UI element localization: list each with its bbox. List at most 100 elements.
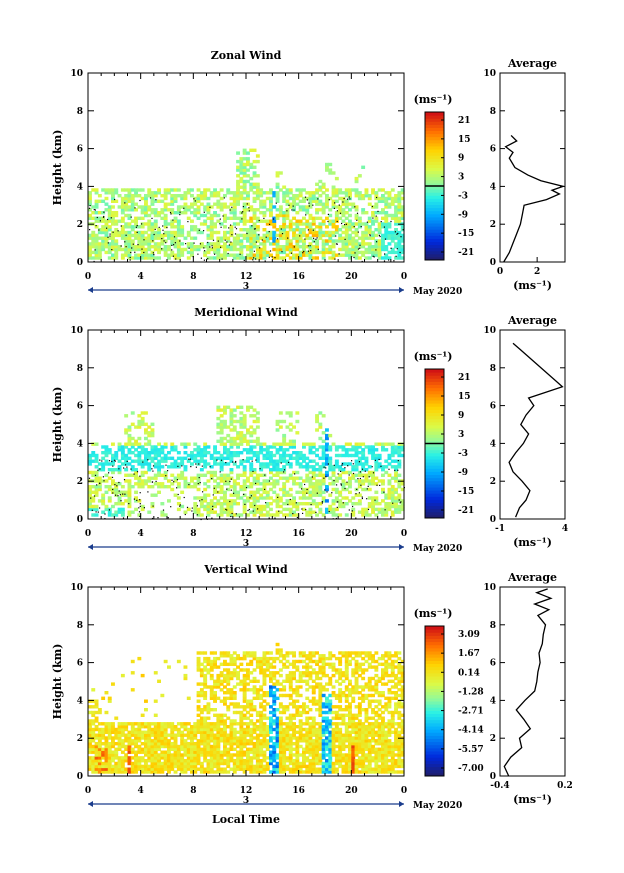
heatmap-cell [239,185,244,189]
heatmap-cell [384,205,389,209]
heatmap-cell [249,451,254,455]
heatmap-cell [255,679,260,683]
heatmap-cell [209,205,214,209]
heatmap-cell [117,465,122,469]
heatmap-cell [88,490,92,494]
heatmap-cell [262,753,267,757]
heatmap-cell [229,656,234,661]
contour-mark [264,260,266,262]
heatmap-cell [216,727,221,732]
heatmap-cell [334,496,339,500]
heatmap-cell [223,699,227,703]
heatmap-cell [255,504,260,509]
heatmap-cell [236,202,240,206]
heatmap-cell [249,761,254,766]
heatmap-cell [104,753,109,757]
heatmap-cell [377,442,382,446]
heatmap-cell [173,739,178,743]
heatmap-cell [117,245,122,249]
heatmap-cell [160,239,165,243]
heatmap-cell [130,750,135,754]
heatmap-cell [91,730,96,734]
heatmap-cell [157,767,161,771]
heatmap-cell [94,744,99,749]
contour-mark [339,212,342,214]
heatmap-cell [278,459,283,463]
heatmap-cell [140,730,145,734]
heatmap-cell [249,708,254,712]
heatmap-cell [111,767,115,771]
heatmap-cell [88,236,92,240]
heatmap-cell [259,462,264,466]
heatmap-cell [127,425,132,429]
heatmap-cell [127,239,132,243]
heatmap-cell [120,236,125,240]
heatmap-cell [269,191,273,195]
heatmap-cell [216,764,221,769]
heatmap-cell [275,228,280,232]
heatmap-cell [170,202,175,206]
heatmap-cell [255,750,260,754]
heatmap-cell [111,462,115,466]
heatmap-cell [213,256,217,260]
heatmap-cell [334,228,339,232]
contour-mark [134,251,136,253]
heatmap-cell [147,205,152,209]
heatmap-cell [203,759,208,763]
colorbar-band [425,390,444,395]
heatmap-cell [173,199,178,203]
heatmap-cell [213,651,217,655]
heatmap-cell [328,230,333,235]
heatmap-cell [252,222,257,226]
heatmap-cell [381,194,385,198]
heatmap-cell [130,742,135,746]
heatmap-cell [94,756,99,760]
heatmap-cell [223,451,227,455]
heatmap-cell [229,659,234,664]
heatmap-cell [130,228,135,232]
heatmap-cell [246,405,250,409]
heatmap-cell [193,213,198,218]
heatmap-cell [374,191,379,195]
contour-mark [340,484,342,486]
heatmap-cell [351,205,356,209]
heatmap-cell [199,770,204,774]
heatmap-cell [134,736,138,740]
heatmap-cell [111,256,115,260]
heatmap-cell [249,236,254,240]
heatmap-cell [137,233,142,238]
heatmap-cell [94,205,99,209]
heatmap-cell [249,233,254,238]
heatmap-cell [255,416,260,421]
heatmap-cell [308,445,313,449]
heatmap-cell [361,196,366,201]
heatmap-cell [137,513,142,517]
heatmap-cell [144,733,148,737]
heatmap-cell [229,439,234,443]
heatmap-cell [381,222,385,226]
heatmap-cell [190,236,194,240]
heatmap-cell [239,473,244,477]
heatmap-cell [239,679,244,683]
heatmap-cell [176,256,181,260]
heatmap-cell [213,699,217,703]
contour-mark [166,226,168,229]
heatmap-cell [236,722,240,726]
heatmap-cell [255,174,260,178]
heatmap-cell [97,245,102,249]
heatmap-cell [223,408,227,412]
heatmap-cell [242,171,247,175]
heatmap-cell [223,739,227,743]
heatmap-cell [252,750,257,754]
heatmap-cell [150,202,155,206]
heatmap-cell [252,148,257,152]
heatmap-cell [288,239,293,243]
heatmap-cell [272,216,277,220]
contour-mark [107,218,109,221]
heatmap-cell [203,744,208,749]
heatmap-cell [97,764,102,769]
heatmap-cell [387,453,392,458]
heatmap-cell [167,722,171,726]
heatmap-cell [302,445,306,449]
contour-mark [224,239,226,241]
